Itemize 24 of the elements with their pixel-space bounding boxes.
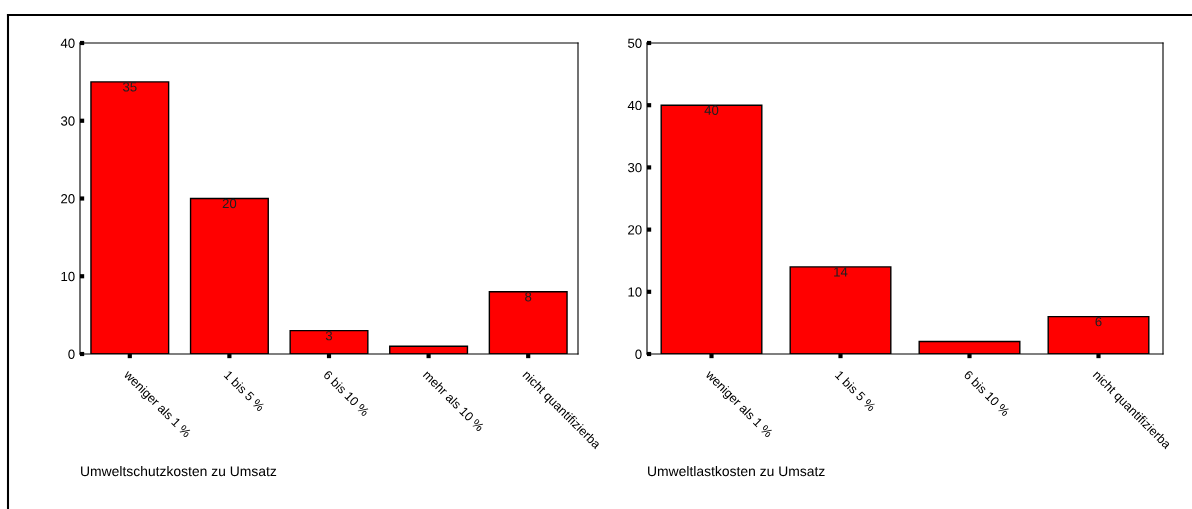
- x-tick-label: 6 bis 10 %: [322, 369, 370, 417]
- y-tick-label: 30: [60, 116, 75, 126]
- data-label: 35: [122, 82, 137, 92]
- x-axis-title: Umweltschutzkosten zu Umsatz: [81, 465, 277, 477]
- y-tick-label: 10: [628, 287, 642, 297]
- data-label: 20: [222, 198, 237, 209]
- y-tick-label: 40: [627, 100, 642, 111]
- data-label: 6: [1095, 317, 1102, 327]
- y-tick-label: 20: [628, 225, 642, 235]
- x-tick-label: 1 bis 5 %: [223, 369, 266, 412]
- x-tick-label: 6 bis 10 %: [963, 369, 1011, 417]
- x-tick-label: 1 bis 5 %: [834, 369, 877, 412]
- data-label: 8: [525, 292, 532, 302]
- y-tick-label: 20: [61, 194, 75, 204]
- y-tick-label: 50: [627, 38, 642, 48]
- x-axis-title: Umweltlastkosten zu Umsatz: [648, 465, 825, 477]
- y-tick-label: 10: [61, 271, 75, 282]
- data-label: 40: [704, 105, 719, 115]
- data-label: 3: [325, 331, 333, 341]
- y-tick-label: 0: [635, 349, 642, 359]
- data-label: 14: [834, 267, 848, 277]
- y-tick-label: 0: [68, 349, 75, 359]
- y-tick-label: 40: [60, 38, 75, 48]
- y-tick-label: 30: [627, 162, 642, 173]
